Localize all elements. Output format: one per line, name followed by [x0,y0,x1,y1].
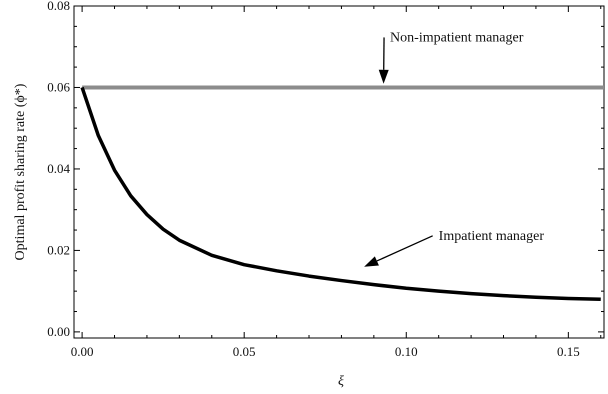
y-axis-label: Optimal profit sharing rate (ϕ*) [13,83,28,260]
annotation-arrow-head [378,69,389,84]
y-tick-label: 0.00 [47,324,70,339]
y-tick-label: 0.06 [47,79,70,94]
x-axis-label: ξ [338,374,344,389]
annotation-arrow-head [364,256,379,267]
annotation-arrow-shaft [376,235,433,262]
annotations: Non-impatient manager Impatient manager [364,30,545,267]
series-line-impatient-manager [80,86,601,302]
y-tick-label: 0.02 [47,242,70,257]
x-tick-label: 0.15 [557,344,580,359]
plot-frame [73,5,605,339]
y-tick-label: 0.04 [47,161,70,176]
ticks: 0.00 0.05 0.10 0.15 0.00 0.02 0.04 0.06 0.08 [47,0,604,359]
x-tick-label: 0.00 [71,344,94,359]
y-tick-label: 0.08 [47,0,70,13]
annotation-label: Impatient manager [439,229,545,244]
x-tick-label: 0.10 [395,344,418,359]
annotation-label: Non-impatient manager [390,30,524,45]
series-lines [80,85,604,302]
x-tick-label: 0.05 [233,344,256,359]
